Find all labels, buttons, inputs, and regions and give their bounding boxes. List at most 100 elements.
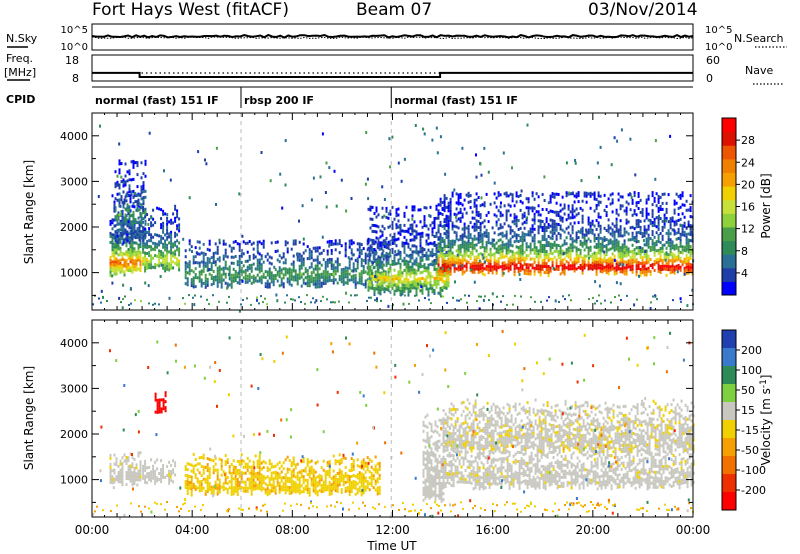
heat-cell — [613, 224, 616, 228]
heat-cell — [258, 454, 261, 458]
heat-cell — [683, 203, 686, 207]
heat-cell — [166, 243, 169, 247]
heat-cell — [137, 451, 140, 455]
heat-cell — [188, 248, 191, 252]
heat-cell — [507, 269, 510, 273]
heat-cell — [128, 232, 131, 236]
heat-cell — [495, 271, 498, 275]
heat-cell — [475, 237, 478, 241]
scatter-dot — [454, 240, 457, 244]
heat-cell — [212, 468, 215, 472]
freq-unit-label: [MHz] — [4, 66, 36, 79]
heat-cell — [298, 273, 301, 277]
heat-cell — [439, 223, 442, 227]
scatter-dot — [436, 151, 439, 155]
heat-cell — [272, 483, 275, 487]
heat-cell — [140, 206, 143, 210]
heat-cell — [411, 265, 414, 269]
heat-cell — [571, 264, 574, 268]
heat-cell — [176, 209, 179, 213]
heat-cell — [447, 275, 450, 279]
heat-cell — [611, 222, 614, 226]
scatter-dot — [596, 161, 599, 165]
heat-cell — [595, 258, 598, 261]
heat-cell — [479, 261, 482, 265]
heat-cell — [455, 249, 458, 253]
heat-cell — [605, 265, 608, 268]
heat-cell — [615, 262, 618, 266]
heat-cell — [537, 252, 540, 256]
heat-cell — [252, 487, 255, 491]
heat-cell — [397, 207, 400, 211]
heat-cell — [226, 482, 229, 486]
heat-cell — [603, 253, 606, 257]
bottom-strip-cell — [208, 303, 210, 305]
heat-cell — [144, 480, 147, 484]
scatter-dot — [487, 170, 490, 174]
heat-cell — [258, 270, 261, 274]
heat-cell — [208, 467, 211, 471]
heat-cell — [527, 266, 530, 270]
heat-cell — [681, 203, 684, 207]
heat-cell — [344, 281, 347, 285]
bottom-strip-cell — [466, 301, 468, 304]
heat-cell — [123, 258, 126, 262]
heat-cell — [152, 464, 155, 468]
heat-cell — [216, 278, 219, 282]
heat-cell — [248, 264, 251, 267]
heat-cell — [342, 267, 345, 271]
heat-cell — [314, 246, 317, 250]
heat-cell — [543, 229, 546, 232]
heat-cell — [230, 255, 233, 259]
heat-cell — [300, 272, 303, 276]
heat-cell — [133, 265, 136, 269]
heat-cell — [675, 243, 678, 247]
heat-cell — [463, 198, 466, 202]
heat-cell — [116, 183, 119, 187]
heat-cell — [437, 263, 440, 267]
scatter-dot — [298, 219, 300, 223]
heat-cell — [377, 267, 380, 271]
heat-cell — [156, 245, 159, 249]
bottom-strip-cell — [636, 298, 638, 301]
heat-cell — [533, 248, 536, 252]
heat-cell — [599, 260, 602, 264]
scatter-dot — [397, 161, 400, 165]
colorbar-band — [722, 281, 736, 296]
heat-cell — [577, 266, 580, 270]
bottom-strip-cell — [158, 303, 160, 306]
heat-cell — [535, 264, 538, 268]
heat-cell — [244, 271, 247, 275]
scatter-dot — [649, 307, 652, 310]
heat-cell — [121, 477, 124, 481]
heat-cell — [212, 258, 215, 261]
heat-cell — [479, 225, 482, 229]
heat-cell — [443, 203, 446, 207]
bottom-strip-cell — [614, 296, 616, 298]
heat-cell — [218, 265, 221, 269]
heat-cell — [280, 283, 283, 287]
scatter-dot — [169, 178, 172, 182]
heat-cell — [129, 257, 132, 261]
heat-cell — [543, 238, 546, 241]
heat-cell — [200, 281, 203, 285]
heat-cell — [276, 258, 279, 262]
heat-cell — [114, 239, 117, 243]
heat-cell — [639, 228, 642, 232]
heat-cell — [214, 486, 217, 490]
heat-cell — [463, 228, 466, 232]
heat-cell — [639, 261, 642, 265]
heat-cell — [224, 263, 227, 267]
freq-tick-high: 18 — [65, 54, 79, 67]
scatter-dot — [227, 273, 230, 276]
heat-cell — [591, 219, 594, 223]
heat-cell — [619, 234, 622, 238]
heat-cell — [611, 240, 614, 244]
heat-cell — [252, 256, 255, 260]
heat-cell — [455, 225, 458, 229]
heat-cell — [635, 213, 638, 217]
heat-cell — [679, 235, 682, 239]
scatter-dot — [129, 287, 132, 291]
heat-cell — [533, 242, 536, 246]
heat-cell — [142, 464, 145, 468]
